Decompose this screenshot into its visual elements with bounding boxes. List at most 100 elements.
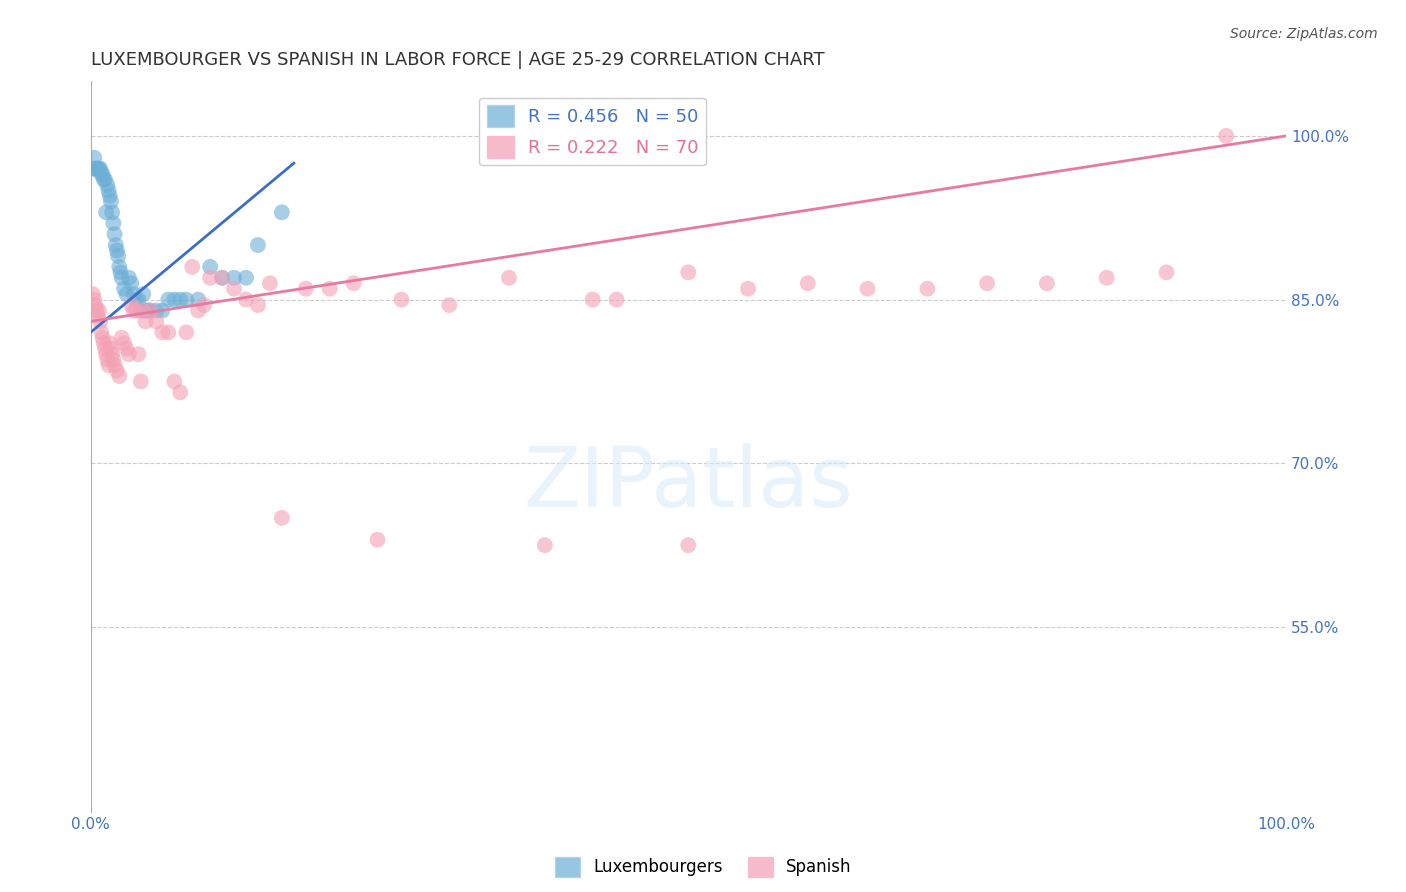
- Point: [129, 303, 152, 318]
- Point: [174, 293, 197, 307]
- Point: [115, 287, 138, 301]
- Text: ZIPatlas: ZIPatlas: [523, 443, 853, 524]
- Point: [91, 167, 114, 181]
- Text: Source: ZipAtlas.com: Source: ZipAtlas.com: [1230, 27, 1378, 41]
- Point: [270, 511, 292, 525]
- Point: [389, 293, 412, 307]
- Point: [101, 205, 124, 219]
- Point: [678, 265, 700, 279]
- Point: [129, 375, 152, 389]
- Point: [163, 293, 186, 307]
- Point: [98, 336, 121, 351]
- Point: [193, 298, 215, 312]
- Point: [83, 151, 105, 165]
- Point: [211, 270, 233, 285]
- Point: [112, 336, 135, 351]
- Point: [105, 244, 128, 258]
- Point: [108, 369, 131, 384]
- Point: [90, 167, 112, 181]
- Point: [118, 347, 141, 361]
- Point: [87, 303, 110, 318]
- Point: [318, 282, 340, 296]
- Point: [976, 277, 998, 291]
- Point: [1036, 277, 1059, 291]
- Point: [366, 533, 388, 547]
- Point: [100, 194, 122, 209]
- Point: [187, 293, 209, 307]
- Point: [222, 270, 245, 285]
- Point: [150, 303, 173, 318]
- Point: [294, 282, 316, 296]
- Point: [122, 287, 145, 301]
- Point: [107, 249, 129, 263]
- Point: [90, 326, 112, 340]
- Point: [101, 347, 124, 361]
- Point: [174, 326, 197, 340]
- Text: LUXEMBOURGER VS SPANISH IN LABOR FORCE | AGE 25-29 CORRELATION CHART: LUXEMBOURGER VS SPANISH IN LABOR FORCE |…: [90, 51, 824, 69]
- Point: [1156, 265, 1178, 279]
- Point: [135, 303, 157, 318]
- Point: [103, 227, 125, 241]
- Point: [150, 326, 173, 340]
- Point: [112, 282, 135, 296]
- Point: [97, 358, 120, 372]
- Point: [103, 358, 125, 372]
- Legend: R = 0.456   N = 50, R = 0.222   N = 70: R = 0.456 N = 50, R = 0.222 N = 70: [479, 98, 706, 165]
- Point: [96, 347, 118, 361]
- Point: [132, 287, 155, 301]
- Point: [157, 326, 180, 340]
- Point: [211, 270, 233, 285]
- Point: [222, 282, 245, 296]
- Point: [797, 277, 820, 291]
- Point: [93, 336, 115, 351]
- Point: [198, 270, 221, 285]
- Point: [181, 260, 204, 274]
- Point: [91, 331, 114, 345]
- Point: [678, 538, 700, 552]
- Point: [187, 303, 209, 318]
- Point: [917, 282, 939, 296]
- Point: [163, 375, 186, 389]
- Point: [87, 161, 110, 176]
- Point: [108, 260, 131, 274]
- Point: [120, 277, 142, 291]
- Point: [498, 270, 520, 285]
- Point: [1095, 270, 1118, 285]
- Point: [89, 161, 111, 176]
- Point: [169, 385, 191, 400]
- Point: [111, 331, 134, 345]
- Point: [342, 277, 364, 291]
- Point: [145, 314, 167, 328]
- Point: [96, 352, 118, 367]
- Point: [83, 293, 105, 307]
- Point: [97, 184, 120, 198]
- Point: [93, 172, 115, 186]
- Point: [534, 538, 557, 552]
- Point: [139, 303, 162, 318]
- Point: [82, 287, 104, 301]
- Point: [82, 161, 104, 176]
- Point: [87, 161, 110, 176]
- Point: [105, 363, 128, 377]
- Point: [118, 270, 141, 285]
- Point: [157, 293, 180, 307]
- Point: [246, 298, 269, 312]
- Point: [246, 238, 269, 252]
- Point: [115, 342, 138, 356]
- Point: [136, 303, 159, 318]
- Point: [111, 270, 134, 285]
- Point: [856, 282, 879, 296]
- Point: [94, 342, 117, 356]
- Point: [198, 260, 221, 274]
- Point: [103, 216, 125, 230]
- Point: [606, 293, 628, 307]
- Point: [127, 293, 149, 307]
- Point: [139, 303, 162, 318]
- Point: [98, 189, 121, 203]
- Point: [259, 277, 281, 291]
- Point: [122, 303, 145, 318]
- Point: [103, 352, 125, 367]
- Point: [235, 270, 257, 285]
- Point: [127, 347, 149, 361]
- Point: [84, 298, 107, 312]
